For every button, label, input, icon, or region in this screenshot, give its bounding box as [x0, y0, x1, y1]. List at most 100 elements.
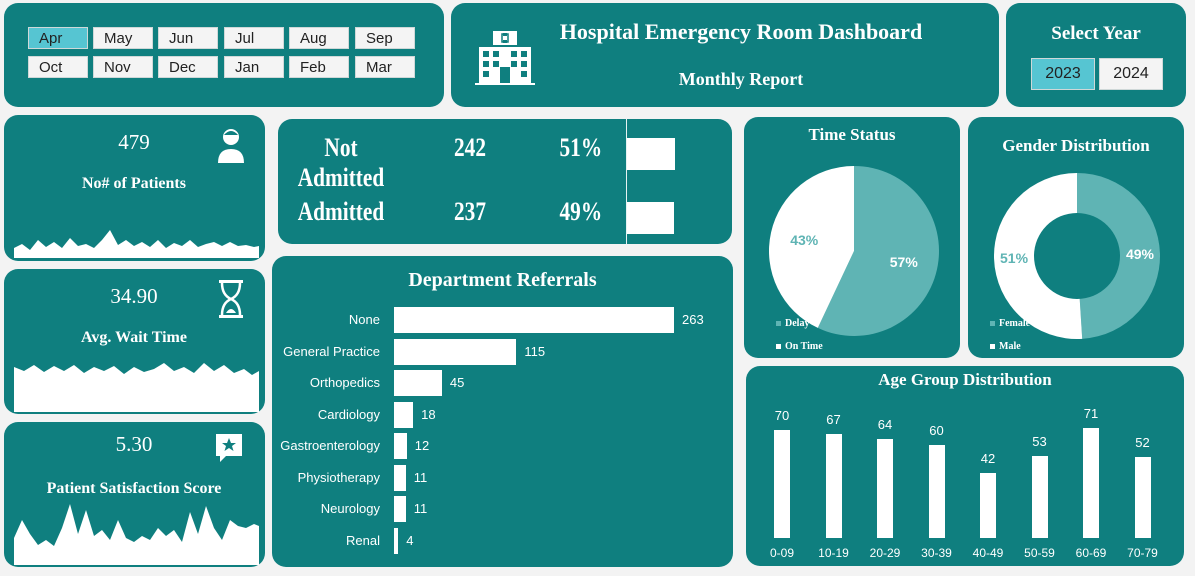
department-bar: [394, 496, 406, 522]
year-button-2024[interactable]: 2024: [1099, 58, 1163, 90]
time-status-panel: Time Status 57% 43% Delay On Time: [744, 117, 960, 358]
department-bar: [394, 527, 399, 554]
age-bar: [1134, 457, 1151, 538]
month-button-sep[interactable]: Sep: [355, 27, 415, 49]
dashboard-title: Hospital Emergency Room Dashboard: [559, 19, 923, 44]
age-bar: [825, 434, 842, 538]
satisfaction-value: 5.30: [115, 432, 153, 456]
month-button-apr[interactable]: Apr: [28, 27, 88, 49]
department-value: 11: [413, 469, 428, 485]
department-bar: [394, 464, 406, 491]
admission-percent: 49%: [559, 197, 603, 226]
patients-label: No# of Patients: [82, 175, 186, 192]
gender-distribution-title: Gender Distribution: [1002, 136, 1150, 155]
age-category-label: 40-49: [972, 546, 1004, 560]
age-bar: [1031, 455, 1048, 538]
age-bar: [928, 445, 945, 538]
time-status-title: Time Status: [808, 125, 896, 144]
month-button-aug[interactable]: Aug: [289, 27, 349, 49]
department-bar: [394, 401, 414, 428]
age-value: 60: [929, 423, 944, 439]
month-button-may[interactable]: May: [93, 27, 153, 49]
department-label: Cardiology: [317, 406, 380, 422]
age-value: 52: [1135, 435, 1150, 451]
slice-value-label: 49%: [1126, 246, 1155, 262]
age-category-label: 30-39: [921, 546, 952, 560]
month-button-oct[interactable]: Oct: [28, 56, 88, 78]
kpi-wait-time-card: 34.90 Avg. Wait Time: [4, 269, 265, 414]
age-bar: [877, 438, 893, 538]
age-value: 71: [1083, 406, 1099, 421]
department-label: Neurology: [320, 501, 380, 516]
patients-value: 479: [118, 130, 150, 154]
department-label: General Practice: [283, 343, 380, 359]
admission-bar: [627, 202, 674, 234]
admission-count: 237: [454, 197, 486, 226]
admission-percent: 51%: [559, 133, 603, 162]
age-value: 53: [1032, 433, 1047, 449]
department-bar: [394, 370, 442, 396]
age-value: 67: [826, 412, 841, 428]
age-category-label: 0-09: [769, 546, 795, 560]
department-value: 12: [414, 438, 430, 453]
age-value: 42: [980, 450, 996, 466]
wait-time-label: Avg. Wait Time: [81, 329, 187, 346]
admission-bar-axis: [626, 119, 627, 244]
dashboard-subtitle: Monthly Report: [678, 69, 804, 89]
admission-bar: [627, 138, 675, 170]
patient-icon: [218, 129, 244, 163]
slice-value-label: 43%: [790, 232, 819, 248]
year-filter-title: Select Year: [1051, 23, 1141, 44]
admission-label: Admitted: [297, 197, 385, 226]
legend-male: Male: [990, 341, 1021, 352]
month-button-jun[interactable]: Jun: [158, 27, 218, 49]
department-referrals-title: Department Referrals: [408, 269, 597, 291]
patients-sparkline: [14, 230, 259, 258]
department-value: 115: [524, 343, 546, 359]
department-bar: [394, 338, 517, 365]
month-button-dec[interactable]: Dec: [158, 56, 218, 78]
gender-distribution-panel: Gender Distribution 49% 51% Female Male: [968, 117, 1184, 358]
department-label: Physiotherapy: [297, 469, 380, 485]
legend-on-time: On Time: [776, 341, 823, 352]
kpi-satisfaction-card: 5.30 Patient Satisfaction Score: [4, 422, 265, 567]
star-chat-icon: [216, 434, 242, 462]
department-referrals-panel: Department Referrals None 263 General Prac…: [272, 256, 733, 567]
age-bar: [980, 472, 996, 538]
department-label: Orthopedics: [309, 375, 380, 390]
department-value: 45: [449, 375, 465, 390]
department-bar: [394, 433, 407, 459]
month-button-jul[interactable]: Jul: [224, 27, 284, 49]
slice-on-time: [769, 166, 854, 328]
admission-panel: Not Admitted 242 51% Admitted 237 49%: [278, 119, 732, 244]
satisfaction-sparkline: [14, 504, 259, 565]
age-category-label: 10-19: [818, 546, 849, 560]
age-category-label: 20-29: [869, 546, 901, 560]
legend-delay: Delay: [776, 318, 809, 329]
month-filter-panel: Apr May Jun Jul Aug Sep Oct Nov Dec Jan Feb Mar: [4, 3, 444, 107]
department-bar: [394, 307, 674, 333]
department-label: Renal: [346, 532, 380, 548]
header-panel: Hospital Emergency Room Dashboard Monthl…: [451, 3, 999, 107]
age-group-panel: Age Group Distribution 70 0-09 67 10-19 64 20…: [746, 366, 1184, 566]
department-value: 18: [421, 406, 436, 422]
department-value: 11: [413, 501, 428, 516]
department-value: 4: [406, 532, 414, 548]
month-button-feb[interactable]: Feb: [289, 56, 349, 78]
department-value: 263: [682, 312, 704, 327]
month-button-mar[interactable]: Mar: [355, 56, 415, 78]
hourglass-icon: [219, 280, 243, 318]
kpi-patients-card: 479 No# of Patients: [4, 115, 265, 261]
gender-donut-chart: 49% 51%: [994, 173, 1160, 339]
slice-value-label: 51%: [1000, 250, 1029, 266]
year-button-2023[interactable]: 2023: [1031, 58, 1095, 90]
year-filter-panel: Select Year 2023 2024: [1006, 3, 1186, 107]
age-bar: [1083, 428, 1099, 538]
wait-time-value: 34.90: [110, 284, 158, 308]
admission-label: Not Admitted: [297, 133, 385, 192]
month-button-jan[interactable]: Jan: [224, 56, 284, 78]
wait-time-sparkline: [14, 363, 259, 412]
age-value: 64: [877, 416, 893, 432]
age-bar: [774, 429, 790, 538]
month-button-nov[interactable]: Nov: [93, 56, 153, 78]
